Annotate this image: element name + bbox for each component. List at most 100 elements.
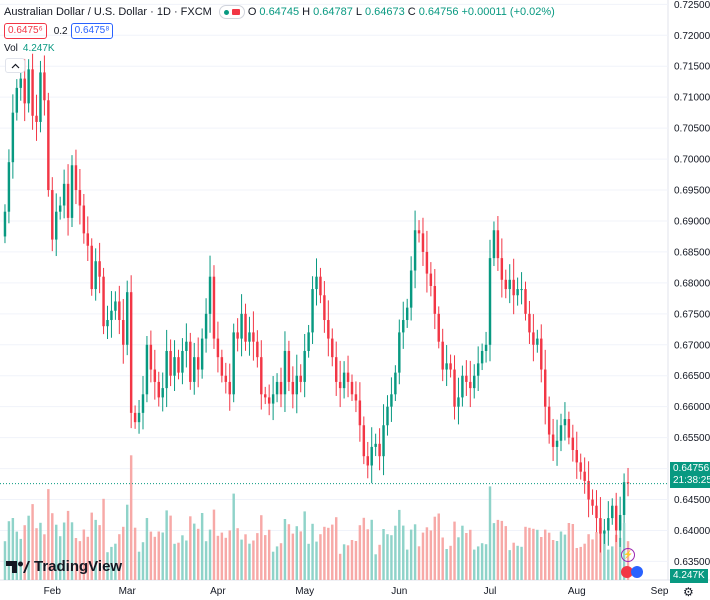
candle-up (248, 332, 251, 342)
y-tick-label: 0.71000 (674, 93, 710, 104)
volume-legend[interactable]: Vol 4.247K (4, 43, 58, 54)
candle-up (19, 78, 22, 88)
candle-up (559, 425, 563, 441)
volume-bar (437, 513, 440, 580)
volume-bar (252, 540, 255, 580)
candle-down (287, 350, 291, 382)
spread-value: 0.2 (53, 25, 68, 37)
volume-bar (58, 536, 62, 580)
candle-up (125, 292, 129, 345)
candle-up (295, 375, 299, 395)
volume-bar (445, 549, 448, 580)
volume-bar (7, 521, 11, 580)
y-tick-label: 0.66500 (674, 371, 710, 382)
volume-bar (102, 498, 105, 580)
candle-up (58, 205, 62, 212)
volume-bar (208, 529, 212, 580)
volume-bar (567, 523, 571, 580)
volume-bar (370, 519, 373, 580)
tradingview-logo[interactable]: TradingView (6, 558, 122, 575)
volume-bar (386, 534, 389, 580)
volume-bar (342, 544, 346, 580)
volume-bar (39, 522, 42, 580)
volume-bar (133, 527, 137, 580)
volume-bar (118, 534, 121, 580)
flag-icon[interactable] (621, 566, 633, 578)
gear-icon[interactable]: ⚙ (683, 585, 694, 599)
volume-bar (204, 541, 208, 580)
volume-bar (405, 549, 409, 580)
candle-up (185, 341, 188, 351)
volume-bar (11, 518, 15, 580)
volume-bar (394, 525, 397, 580)
candle-down (512, 279, 515, 296)
candle-down (177, 357, 180, 373)
volume-bar (334, 517, 338, 580)
candle-down (82, 205, 86, 234)
candle-down (157, 381, 160, 398)
market-open-icon (223, 9, 229, 15)
volume-bar (614, 534, 618, 580)
candle-down (543, 369, 547, 407)
volume-bar (500, 520, 504, 580)
candle-up (94, 261, 97, 290)
candle-up (394, 372, 397, 395)
volume-bar (169, 515, 172, 580)
flag-icon[interactable] (631, 566, 643, 578)
candle-down (334, 357, 338, 382)
volume-bar (488, 486, 492, 580)
volume-bar (283, 519, 287, 580)
volume-bar (177, 542, 180, 580)
volume-bar (47, 489, 50, 580)
candle-up (563, 419, 567, 426)
candle-down (122, 320, 125, 345)
candle-down (433, 285, 437, 314)
candle-down (236, 332, 239, 339)
candle-down (133, 412, 137, 423)
candle-down (244, 313, 247, 342)
buy-price-button[interactable]: 0.6475⁸ (70, 23, 114, 39)
volume-bar (421, 532, 425, 580)
candle-down (449, 363, 452, 370)
collapse-legend-button[interactable] (5, 58, 25, 73)
candle-down (571, 437, 575, 451)
candle-up (445, 363, 448, 370)
volume-bar (457, 537, 460, 580)
candle-up (413, 230, 417, 271)
volume-bar (114, 543, 117, 580)
volume-bar (185, 540, 188, 580)
candle-up (27, 69, 30, 104)
market-status-badge[interactable] (218, 5, 245, 19)
candle-down (228, 381, 231, 395)
volume-bar (473, 549, 476, 580)
y-tick-label: 0.65500 (674, 433, 710, 444)
candle-down (267, 397, 271, 404)
candle-down (291, 381, 295, 395)
volume-bar (350, 540, 354, 580)
lightning-icon[interactable]: ⚡ (621, 548, 635, 562)
symbol-legend[interactable]: Australian Dollar / U.S. Dollar · 1D · F… (4, 5, 558, 19)
collapse-icon (11, 63, 19, 68)
volume-bar (374, 554, 377, 580)
time-axis: Feb Mar Apr May Jun Jul Aug Sep (44, 586, 669, 597)
candle-down (252, 332, 255, 342)
candle-up (374, 443, 377, 447)
ohlc-open-label: O (247, 6, 257, 18)
candle-up (516, 289, 519, 296)
volume-bar (157, 531, 160, 580)
candle-down (504, 279, 508, 290)
volume-value: 4.247K (22, 43, 55, 54)
candle-up (508, 279, 511, 290)
candle-down (421, 233, 425, 252)
volume-bar (441, 537, 444, 580)
ohlc-high-value: 0.64787 (313, 6, 353, 18)
sell-price-button[interactable]: 0.6475⁶ (4, 23, 47, 39)
candle-up (307, 332, 310, 351)
ohlc-open-value: 0.64745 (259, 6, 300, 18)
candle-up (603, 530, 606, 534)
volume-bar (496, 519, 500, 580)
candle-up (390, 394, 393, 407)
candle-up (275, 381, 279, 395)
candle-up (39, 72, 42, 122)
